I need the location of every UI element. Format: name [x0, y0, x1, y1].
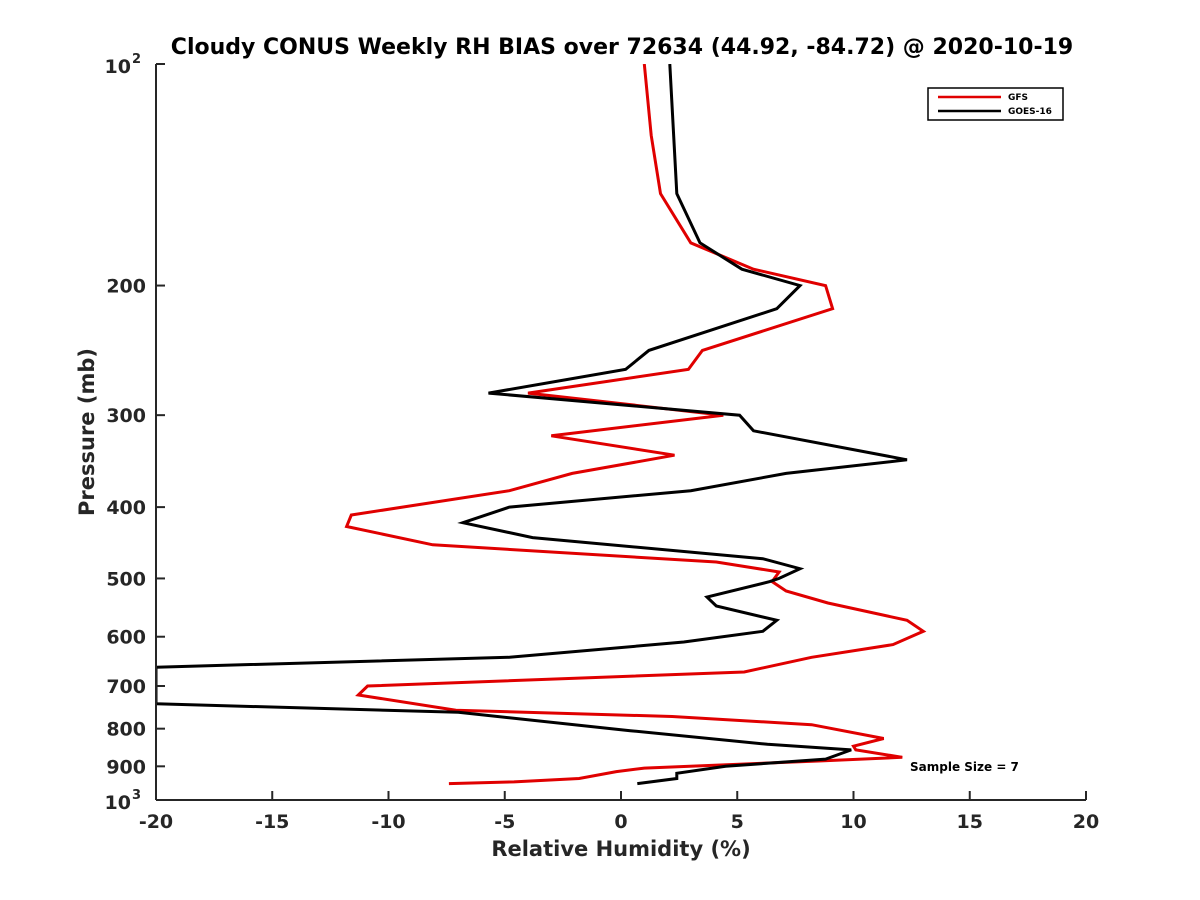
axes: [155, 63, 1087, 801]
y-tick-exponent: 2: [132, 52, 141, 67]
series-line-goes16: [156, 64, 908, 786]
series-line-gfs: [344, 64, 927, 786]
y-tick-label: 10: [105, 56, 131, 78]
y-tick-label: 900: [106, 756, 146, 778]
x-tick-label: 20: [1073, 811, 1099, 833]
y-tick-label: 10: [105, 792, 131, 814]
legend-label-goes16: GOES-16: [1008, 107, 1052, 117]
y-tick-label: 600: [106, 627, 146, 649]
y-tick-label: 800: [106, 719, 146, 741]
y-tick-label: 400: [106, 497, 146, 519]
x-tick-label: -5: [494, 811, 515, 833]
y-tick-label: 500: [106, 568, 146, 590]
x-tick-label: -10: [371, 811, 405, 833]
x-tick-label: 0: [614, 811, 627, 833]
legend-box: [927, 87, 1064, 121]
legend-label-gfs: GFS: [1008, 93, 1028, 103]
x-tick-label: -20: [139, 811, 173, 833]
x-axis-label: Relative Humidity (%): [491, 837, 750, 861]
x-tick-label: -15: [255, 811, 289, 833]
x-tick-label: 10: [840, 811, 866, 833]
legend: GFS GOES-16: [927, 87, 1064, 121]
chart-title: Cloudy CONUS Weekly RH BIAS over 72634 (…: [171, 35, 1073, 60]
sample-size-annotation: Sample Size = 7: [910, 760, 1019, 774]
y-tick-label: 300: [106, 405, 146, 427]
x-tick-label: 5: [731, 811, 744, 833]
y-tick-label: 200: [106, 276, 146, 298]
y-tick-exponent: 3: [132, 788, 141, 803]
y-axis-label: Pressure (mb): [75, 348, 99, 516]
y-tick-label: 700: [106, 676, 146, 698]
x-tick-label: 15: [957, 811, 983, 833]
